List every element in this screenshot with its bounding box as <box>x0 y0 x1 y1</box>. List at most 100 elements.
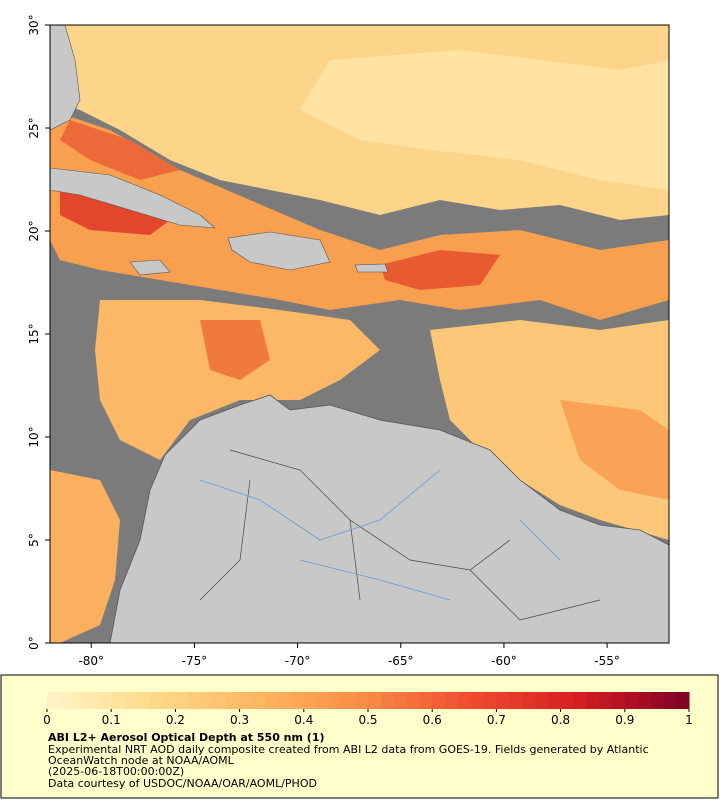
colorbar-tick-label: 0.2 <box>166 713 185 727</box>
aerosol-atlantic <box>430 320 669 540</box>
colorbar-swatch <box>175 692 189 709</box>
x-tick-label: -55° <box>594 654 620 668</box>
colorbar-swatch <box>149 692 164 709</box>
colorbar-swatch <box>111 692 125 709</box>
colorbar-swatch <box>676 692 690 709</box>
colorbar-swatch <box>599 692 613 709</box>
x-tick-label: -75° <box>182 654 208 668</box>
colorbar-swatch <box>368 692 382 709</box>
x-tick-label: -70° <box>285 654 311 668</box>
colorbar-tick-label: 1 <box>685 713 693 727</box>
colorbar-swatch <box>278 692 292 709</box>
colorbar-swatch <box>47 692 61 709</box>
colorbar-swatch <box>637 692 651 709</box>
colorbar-swatch <box>329 692 343 709</box>
land-florida <box>50 25 81 131</box>
colorbar-tick-label: 0.1 <box>102 713 121 727</box>
colorbar-swatch <box>59 692 74 709</box>
aerosol-red <box>200 320 270 380</box>
colorbar-swatch <box>124 692 138 709</box>
colorbar-swatch <box>252 692 266 709</box>
y-tick-label: 20° <box>27 220 41 241</box>
land-cuba <box>50 167 216 229</box>
colorbar-swatch <box>483 692 497 709</box>
colorbar-swatch <box>445 692 459 709</box>
colorbar-swatch <box>419 692 433 709</box>
aerosol-caribbean <box>95 300 380 460</box>
colorbar: 0 0.1 0.2 0.3 0.4 0.5 0.6 0.7 0.8 0.9 1 <box>43 692 693 727</box>
colorbar-tick-label: 0 <box>43 713 51 727</box>
colorbar-tick-label: 0.7 <box>487 713 506 727</box>
colorbar-tick-label: 0.4 <box>294 713 313 727</box>
colorbar-swatch <box>624 692 639 709</box>
colorbar-tick-label: 0.6 <box>423 713 442 727</box>
colorbar-tick-label: 0.8 <box>551 713 570 727</box>
aerosol-red <box>60 120 180 180</box>
x-tick-label: -60° <box>491 654 517 668</box>
colorbar-swatch <box>226 692 241 709</box>
y-tick-label: 5° <box>27 533 41 547</box>
colorbar-swatch <box>560 692 574 709</box>
colorbar-swatch <box>586 692 600 709</box>
colorbar-swatch <box>380 692 395 709</box>
colorbar-swatch <box>496 692 510 709</box>
colorbar-swatch <box>136 692 151 709</box>
colorbar-swatch <box>239 692 253 709</box>
colorbar-swatch <box>303 692 318 709</box>
colorbar-swatch <box>547 692 562 709</box>
land-jamaica <box>129 259 171 276</box>
x-tick-label: -80° <box>78 654 104 668</box>
colorbar-swatch <box>650 692 664 709</box>
colorbar-swatch <box>290 692 305 709</box>
caption-title: ABI L2+ Aerosol Optical Depth at 550 nm … <box>48 731 325 744</box>
aerosol-orange <box>50 110 669 320</box>
colorbar-swatch <box>85 692 99 709</box>
colorbar-swatch <box>534 692 549 709</box>
colorbar-swatch <box>393 692 408 709</box>
aerosol-red <box>60 190 170 235</box>
aerosol-pale <box>300 50 669 190</box>
colorbar-swatch <box>611 692 626 709</box>
y-tick-label: 0° <box>27 636 41 650</box>
aerosol-red <box>380 250 500 290</box>
colorbar-swatch <box>98 692 112 709</box>
colorbar-tick-label: 0.9 <box>615 713 634 727</box>
colorbar-swatch <box>201 692 215 709</box>
y-tick-label: 15° <box>27 323 41 344</box>
colorbar-tick-label: 0.5 <box>358 713 377 727</box>
y-tick-label: 10° <box>27 426 41 447</box>
rivers <box>199 469 561 601</box>
land-puerto-rico <box>354 263 389 273</box>
colorbar-swatch <box>72 692 87 709</box>
colorbar-swatch <box>406 692 420 709</box>
y-tick-label: 30° <box>27 14 41 35</box>
caption-line: Experimental NRT AOD daily composite cre… <box>48 743 649 756</box>
axes: -80° -75° -70° -65° -60° -55° 0° 5° 10° 15° 20° 25°… <box>27 14 620 668</box>
colorbar-swatch <box>457 692 472 709</box>
colorbar-tick-label: 0.3 <box>230 713 249 727</box>
aerosol-orange <box>560 400 669 500</box>
colorbar-swatch <box>509 692 523 709</box>
colorbar-swatch <box>316 692 330 709</box>
colorbar-swatch <box>188 692 202 709</box>
colorbar-swatch <box>355 692 369 709</box>
colorbar-swatch <box>342 692 356 709</box>
caption-line: Data courtesy of USDOC/NOAA/OAR/AOML/PHO… <box>48 777 317 790</box>
colorbar-swatch <box>162 692 176 709</box>
colorbar-swatch <box>663 692 677 709</box>
aerosol-pacific <box>50 470 120 643</box>
colorbar-swatch <box>265 692 279 709</box>
borders <box>199 449 601 621</box>
caption-line: OceanWatch node at NOAA/AOML <box>48 754 235 767</box>
land-hispaniola <box>227 231 331 271</box>
y-tick-label: 25° <box>27 117 41 138</box>
map-image <box>50 25 669 643</box>
colorbar-swatch <box>470 692 485 709</box>
colorbar-swatch <box>432 692 446 709</box>
colorbar-swatch <box>213 692 228 709</box>
caption-line: (2025-06-18T00:00:00Z) <box>48 765 184 778</box>
colorbar-swatch <box>522 692 536 709</box>
x-tick-label: -65° <box>388 654 414 668</box>
land-south-america <box>109 394 669 643</box>
